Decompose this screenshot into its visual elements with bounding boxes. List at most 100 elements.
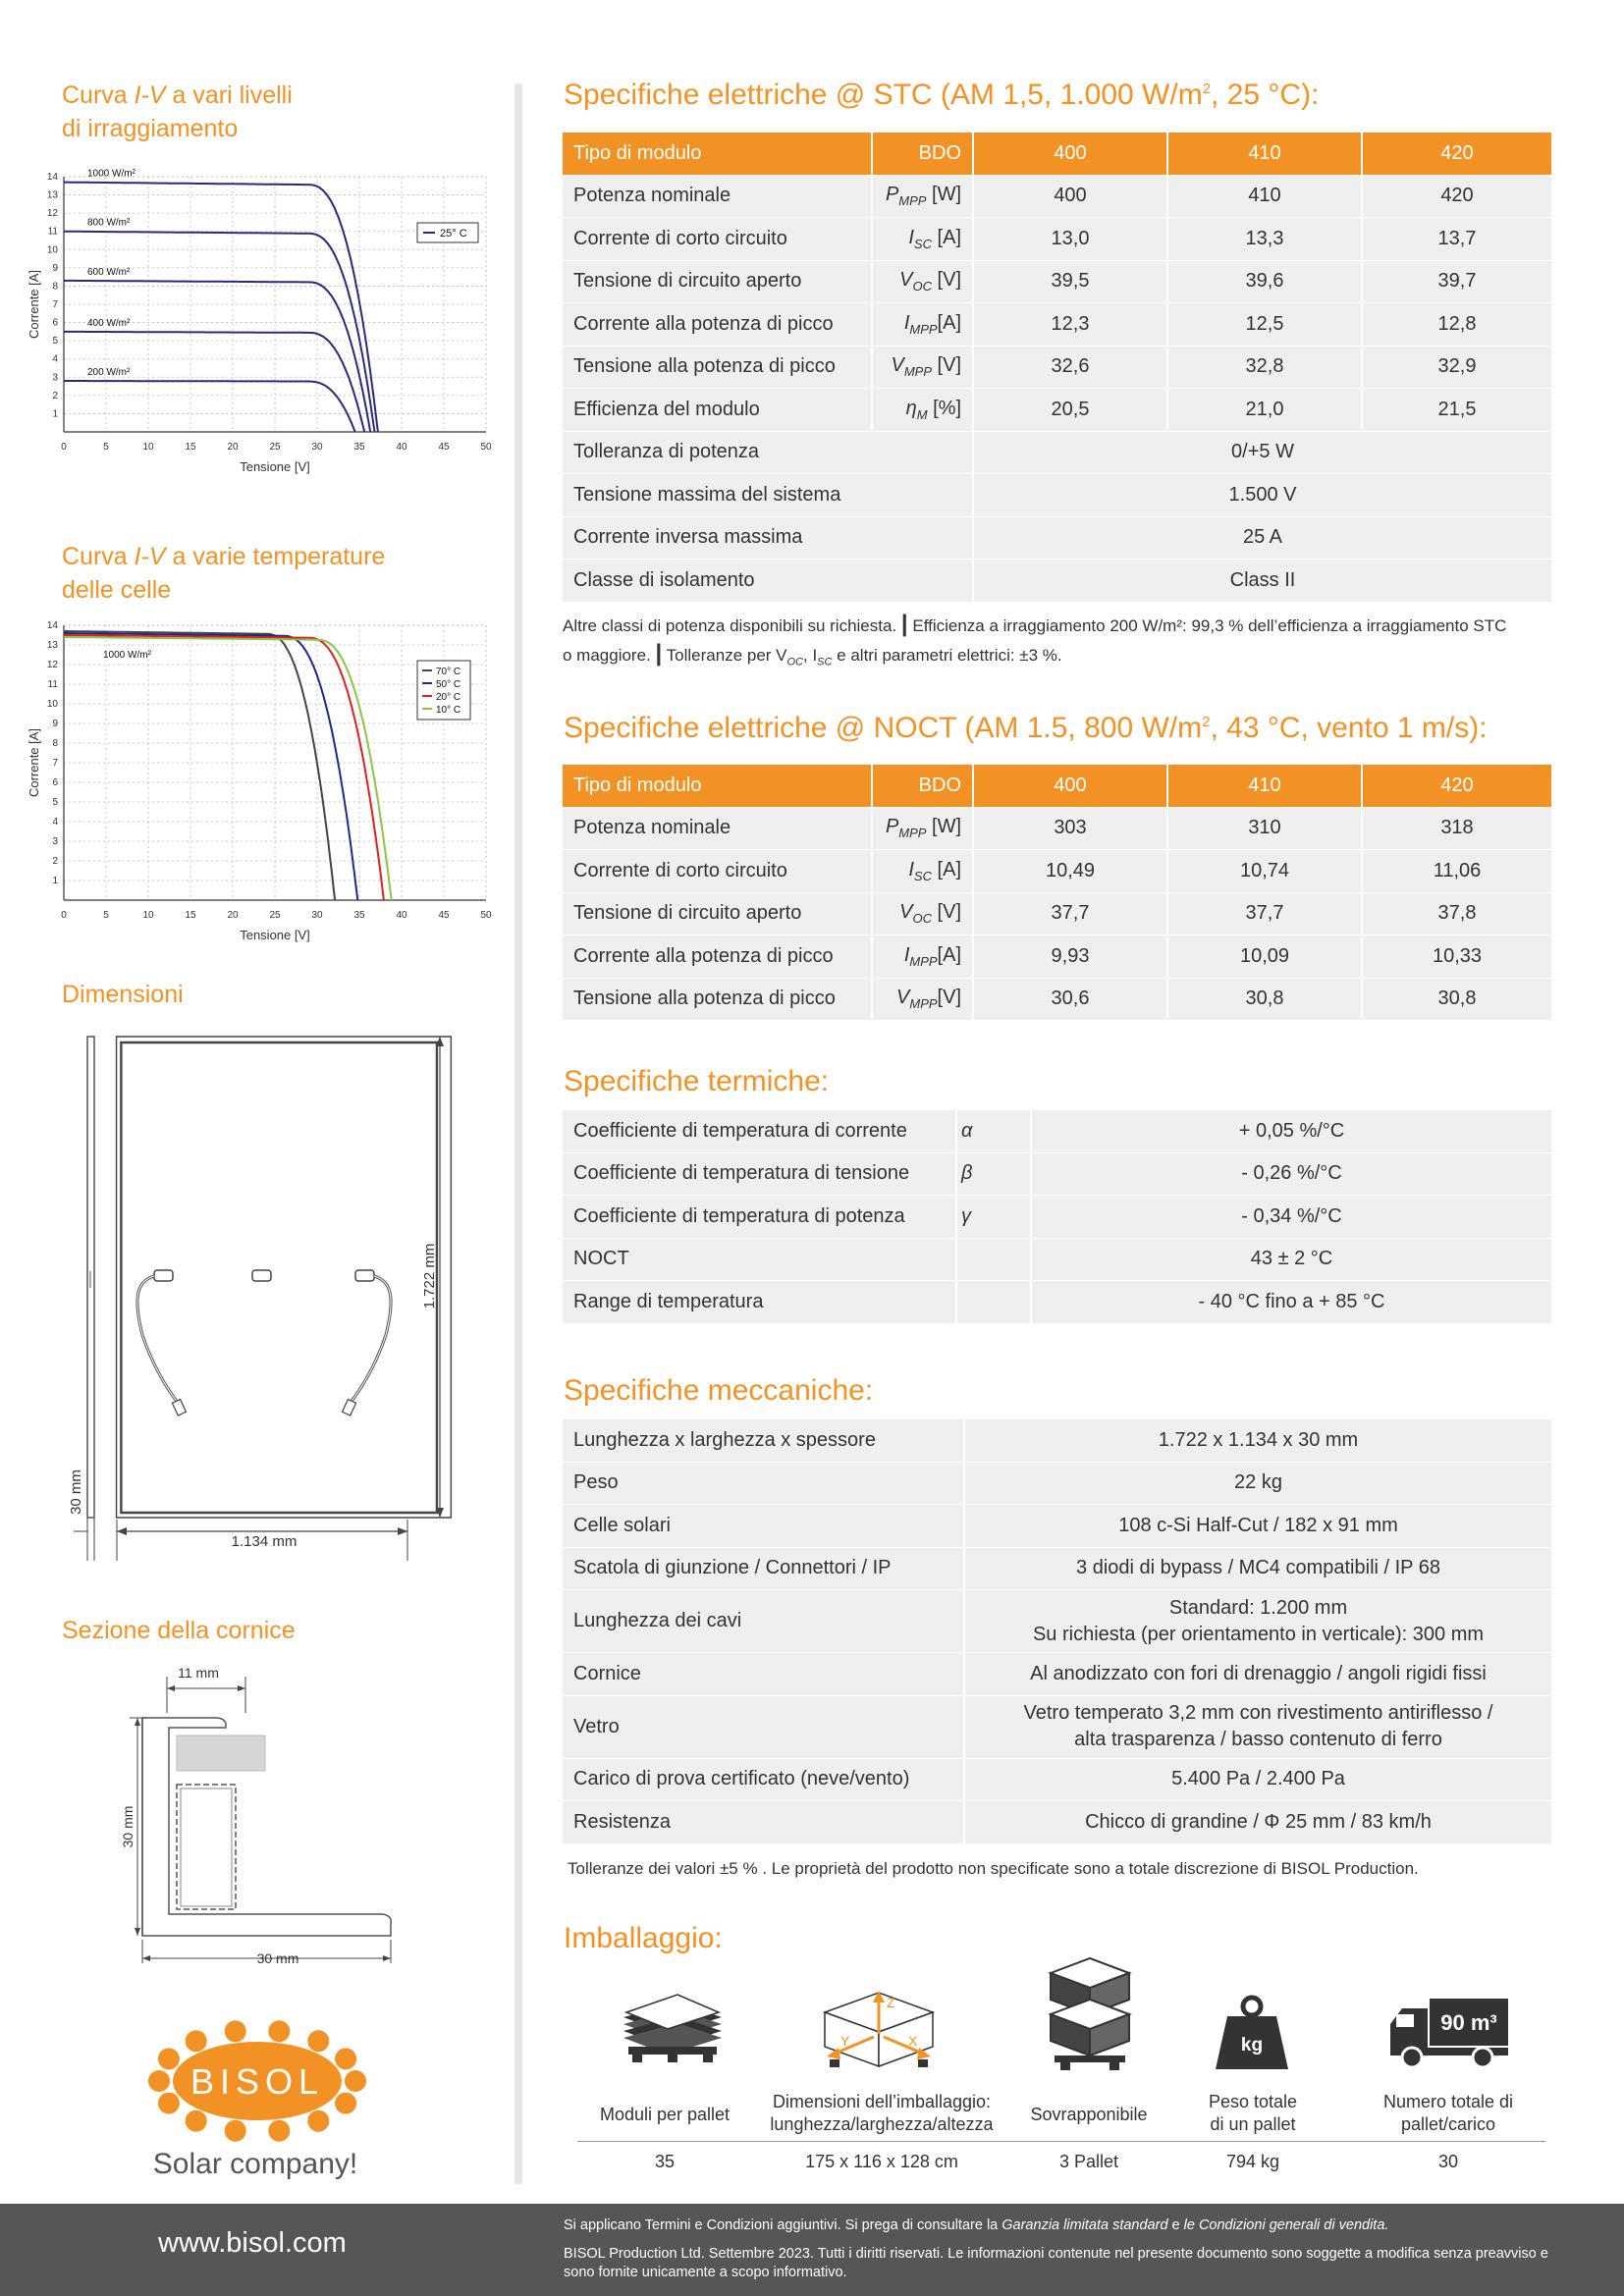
row-value: 1.722 x 1.134 x 30 mm: [963, 1419, 1551, 1463]
row-label: Efficienza del modulo: [563, 389, 871, 432]
row-label: Tensione massima del sistema: [563, 474, 972, 517]
glass-section: [176, 1735, 266, 1772]
symbol-cell: VMPP[V]: [871, 978, 972, 1021]
series-label: 200 W/m²: [87, 367, 131, 378]
row-value: 108 c-Si Half-Cut / 182 x 91 mm: [963, 1505, 1551, 1548]
column-divider: [514, 83, 522, 2184]
row-label: Carico di prova certificato (neve/vento): [563, 1758, 963, 1801]
website-link[interactable]: www.bisol.com: [158, 2227, 347, 2259]
row-label: Potenza nominale: [563, 175, 871, 218]
thermal-title: Specifiche termiche:: [564, 1065, 830, 1097]
header-model: 420: [1361, 765, 1551, 808]
logo-ray: [185, 2109, 207, 2132]
row-value: 22 kg: [963, 1462, 1551, 1505]
table-row: Peso 22 kg: [563, 1462, 1551, 1505]
table-row: Cornice Al anodizzato con fori di drenagg…: [563, 1653, 1551, 1696]
row-value: Al anodizzato con fori di drenaggio / an…: [963, 1653, 1551, 1696]
series-label: 800 W/m²: [87, 218, 131, 229]
dimensions-drawing: 1.722 mm 1.134 mm 30 mm: [68, 1036, 453, 1561]
table-row: Corrente di corto circuito ISC [A] 13,0 13,…: [563, 218, 1551, 261]
series-line: [64, 181, 379, 433]
row-value: 21,5: [1361, 389, 1551, 432]
row-value: 303: [972, 807, 1166, 850]
y-tick-label: 4: [52, 354, 58, 365]
x-tick-label: 45: [438, 442, 450, 453]
row-label: Tolleranza di potenza: [563, 431, 972, 474]
y-axis-label: Corrente [A]: [27, 728, 41, 797]
row-value: - 40 °C fino a + 85 °C: [1030, 1281, 1551, 1324]
x-tick-label: 45: [438, 910, 450, 921]
frame-width-dimension: 30 mm: [257, 1950, 299, 1966]
legend-label: 50° C: [436, 679, 460, 690]
x-tick-label: 20: [227, 910, 239, 921]
mech-note: Tolleranze dei valori ±5 % . Le propriet…: [568, 1859, 1419, 1878]
table-row: Corrente di corto circuito ISC [A] 10,49 10…: [563, 850, 1551, 893]
row-label: Corrente inversa massima: [563, 516, 972, 560]
row-value: 43 ± 2 °C: [1030, 1238, 1551, 1281]
row-value: 37,7: [1166, 892, 1361, 935]
header-model: 400: [972, 133, 1166, 176]
table-row: Tensione alla potenza di picco VMPP [V] 32…: [563, 346, 1551, 389]
logo-ray: [157, 2092, 180, 2114]
row-value: 32,6: [972, 346, 1166, 389]
row-label: Range di temperatura: [563, 1281, 955, 1324]
mech-title: Specifiche meccaniche:: [564, 1374, 874, 1407]
weight-icon: kg: [1216, 1995, 1288, 2069]
panel-front-outline: [115, 1036, 453, 1519]
logo-ray: [157, 2048, 180, 2070]
row-value: 310: [1166, 807, 1361, 850]
y-tick-label: 14: [47, 172, 59, 183]
noct-table: Tipo di modulo BDO 400 410 420 Potenza nomina…: [563, 765, 1551, 1021]
header-label: Tipo di modulo: [563, 133, 871, 176]
y-tick-label: 10: [47, 699, 59, 710]
packaging-title: Imballaggio:: [564, 1922, 723, 1954]
frame-top-dimension: 11 mm: [178, 1665, 219, 1681]
x-tick-label: 35: [353, 910, 365, 921]
y-tick-label: 3: [52, 372, 58, 383]
table-row: Range di temperatura - 40 °C fino a + 85 …: [563, 1281, 1551, 1324]
x-tick-label: 5: [103, 442, 109, 453]
row-label: Corrente di corto circuito: [563, 218, 871, 261]
mech-table: Lunghezza x larghezza x spessore 1.722 x …: [563, 1419, 1551, 1844]
y-tick-label: 6: [52, 777, 58, 788]
series-label: 1000 W/m²: [87, 169, 136, 180]
row-value: 30,8: [1166, 978, 1361, 1021]
x-tick-label: 35: [353, 442, 365, 453]
row-label: Lunghezza x larghezza x spessore: [563, 1419, 963, 1463]
y-tick-label: 13: [47, 190, 59, 201]
logo-ray: [307, 2109, 330, 2132]
row-value: 37,7: [972, 892, 1166, 935]
row-value: 30,8: [1361, 978, 1551, 1021]
row-value: 0/+5 W: [972, 431, 1551, 474]
table-row: Potenza nominale PMPP [W] 303 310 318: [563, 807, 1551, 850]
x-tick-label: 40: [396, 910, 407, 921]
iv-irradiance-title: Curva I-V a vari livelli di irraggiament…: [62, 81, 293, 142]
row-value: Vetro temperato 3,2 mm con rivestimento …: [963, 1695, 1551, 1759]
table-header: Tipo di modulo BDO 400 410 420: [563, 133, 1551, 176]
footer-legal: BISOL Production Ltd. Settembre 2023. Tu…: [564, 2246, 1548, 2280]
table-row: Coefficiente di temperatura di tensione β…: [563, 1152, 1551, 1196]
logo-ray: [268, 2020, 291, 2043]
row-label: Coefficiente di temperatura di corrente: [563, 1110, 955, 1153]
y-tick-label: 9: [52, 263, 58, 274]
symbol-cell: γ: [955, 1196, 1030, 1239]
row-label: Cornice: [563, 1653, 963, 1696]
row-label: Tensione di circuito aperto: [563, 892, 871, 935]
table-row: Potenza nominale PMPP [W] 400 410 420: [563, 175, 1551, 218]
stc-notes: Altre classi di potenza disponibili su r…: [563, 611, 1507, 668]
table-row: Corrente inversa massima 25 A: [563, 516, 1551, 560]
table-row: Tensione alla potenza di picco VMPP[V] 30,…: [563, 978, 1551, 1021]
row-value: 10,09: [1166, 935, 1361, 979]
row-label: Peso: [563, 1462, 963, 1505]
y-tick-label: 11: [48, 227, 59, 238]
symbol-cell: [955, 1281, 1030, 1324]
row-value: 13,0: [972, 218, 1166, 261]
connector: [341, 1398, 357, 1416]
y-tick-label: 10: [47, 244, 59, 255]
header-model: 410: [1166, 133, 1361, 176]
footer: www.bisol.com Si applicano Termini e Con…: [0, 2204, 1624, 2296]
row-label: Corrente alla potenza di picco: [563, 935, 871, 979]
y-tick-label: 5: [52, 336, 58, 347]
row-value: 5.400 Pa / 2.400 Pa: [963, 1758, 1551, 1801]
y-tick-label: 14: [47, 620, 59, 631]
